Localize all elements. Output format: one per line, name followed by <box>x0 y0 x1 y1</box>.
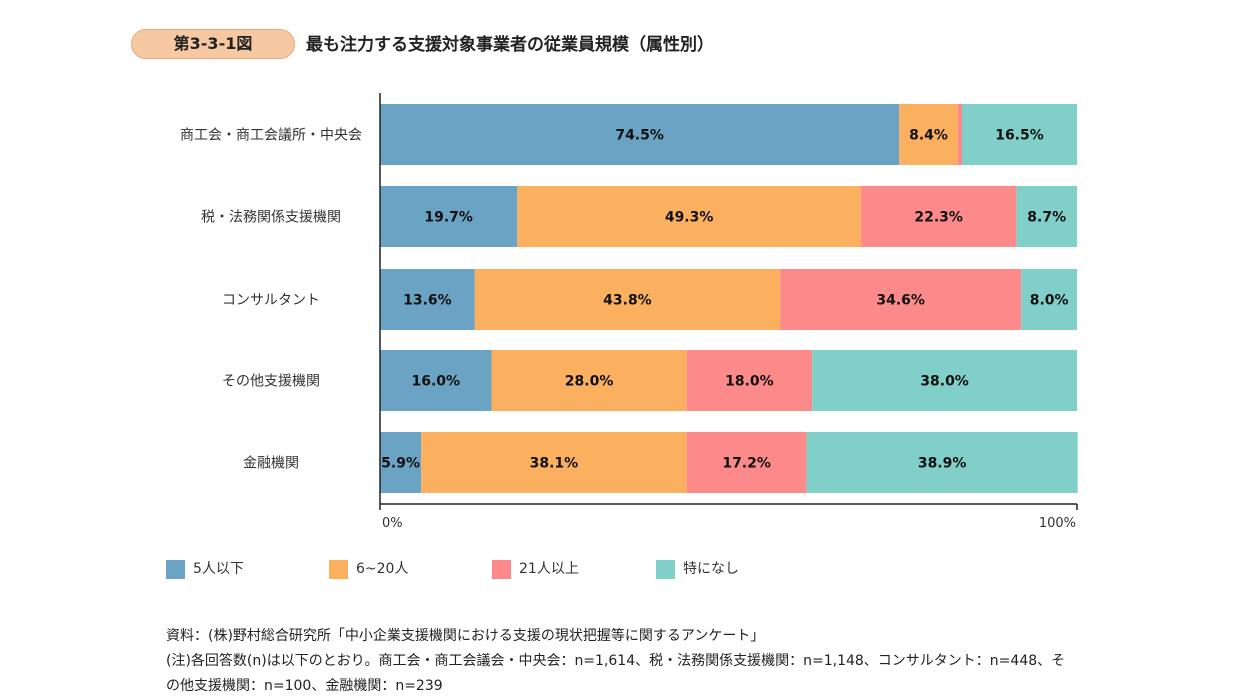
data-label: 34.6% <box>876 293 925 309</box>
bar-segment <box>860 186 1017 247</box>
respondent-note: (注)各回答数(n)は以下のとおり。商工会・商工会議会・中央会：n=1,614、… <box>166 653 1066 694</box>
bar-segment <box>380 269 475 330</box>
category-label: 金融機関 <box>243 456 299 472</box>
bar-segment <box>812 350 1077 411</box>
data-label: 19.7% <box>424 210 473 226</box>
legend-swatch <box>329 560 348 579</box>
data-label: 49.3% <box>665 210 714 226</box>
data-label: 43.8% <box>603 293 652 309</box>
chart-title: 最も注力する支援対象事業者の従業員規模（属性別） <box>306 35 714 55</box>
bar-segment <box>961 104 1077 165</box>
source-note: 資料：(株)野村総合研究所「中小企業支援機関における支援の現状把握等に関するアン… <box>166 628 765 644</box>
data-label: 5.9% <box>381 456 420 472</box>
bar-segment <box>1016 186 1077 247</box>
bar-segment <box>1021 269 1077 330</box>
bar-segment <box>380 104 900 165</box>
data-label: 16.0% <box>411 374 460 390</box>
data-label: 38.0% <box>920 374 969 390</box>
category-label: コンサルタント <box>222 293 320 309</box>
bar-segment <box>517 186 861 247</box>
data-label: 17.2% <box>722 456 771 472</box>
figure-notes: 資料：(株)野村総合研究所「中小企業支援機関における支援の現状把握等に関するアン… <box>166 624 1076 699</box>
legend-label: 特になし <box>683 561 739 577</box>
legend-label: 5人以下 <box>193 561 244 577</box>
bar-segment <box>780 269 1022 330</box>
legend-swatch <box>656 560 675 579</box>
legend-swatch <box>166 560 185 579</box>
bar-segment <box>474 269 781 330</box>
stacked-bar-chart: 商工会・商工会議所・中央会 74.5% 8.4% 16.5% 税・法務関係支援機関 19.… <box>180 93 1078 531</box>
bar-segment <box>421 432 687 493</box>
data-label: 8.7% <box>1027 210 1066 226</box>
data-label: 8.4% <box>909 128 948 144</box>
bar-segment <box>686 350 813 411</box>
data-label: 38.1% <box>530 456 579 472</box>
legend-label: 6~20人 <box>356 561 409 577</box>
data-label: 16.5% <box>995 128 1044 144</box>
data-label: 13.6% <box>403 293 452 309</box>
legend-swatch <box>492 560 511 579</box>
legend-label: 21人以上 <box>519 561 579 577</box>
category-label: 商工会・商工会議所・中央会 <box>180 127 362 144</box>
x-tick-label: 0% <box>382 516 403 531</box>
figure-number-badge: 第3-3-1図 <box>131 29 295 59</box>
chart-legend: 5人以下 6~20人 21人以上 特になし <box>0 560 1241 582</box>
data-label: 38.9% <box>918 456 967 472</box>
data-label: 28.0% <box>565 374 614 390</box>
bar-segment <box>806 432 1078 493</box>
data-label: 8.0% <box>1030 293 1069 309</box>
bar-segment <box>899 104 958 165</box>
data-label: 22.3% <box>914 210 963 226</box>
data-label: 74.5% <box>615 128 664 144</box>
x-tick-label: 100% <box>1039 516 1076 531</box>
bar-segment <box>491 350 687 411</box>
bar-segment <box>380 350 492 411</box>
bar-segment <box>957 104 962 165</box>
data-label: 18.0% <box>725 374 774 390</box>
bar-segment <box>380 186 518 247</box>
bar-segment <box>380 432 422 493</box>
bar-segment <box>686 432 807 493</box>
category-label: 税・法務関係支援機関 <box>201 210 341 226</box>
category-label: その他支援機関 <box>222 374 320 390</box>
